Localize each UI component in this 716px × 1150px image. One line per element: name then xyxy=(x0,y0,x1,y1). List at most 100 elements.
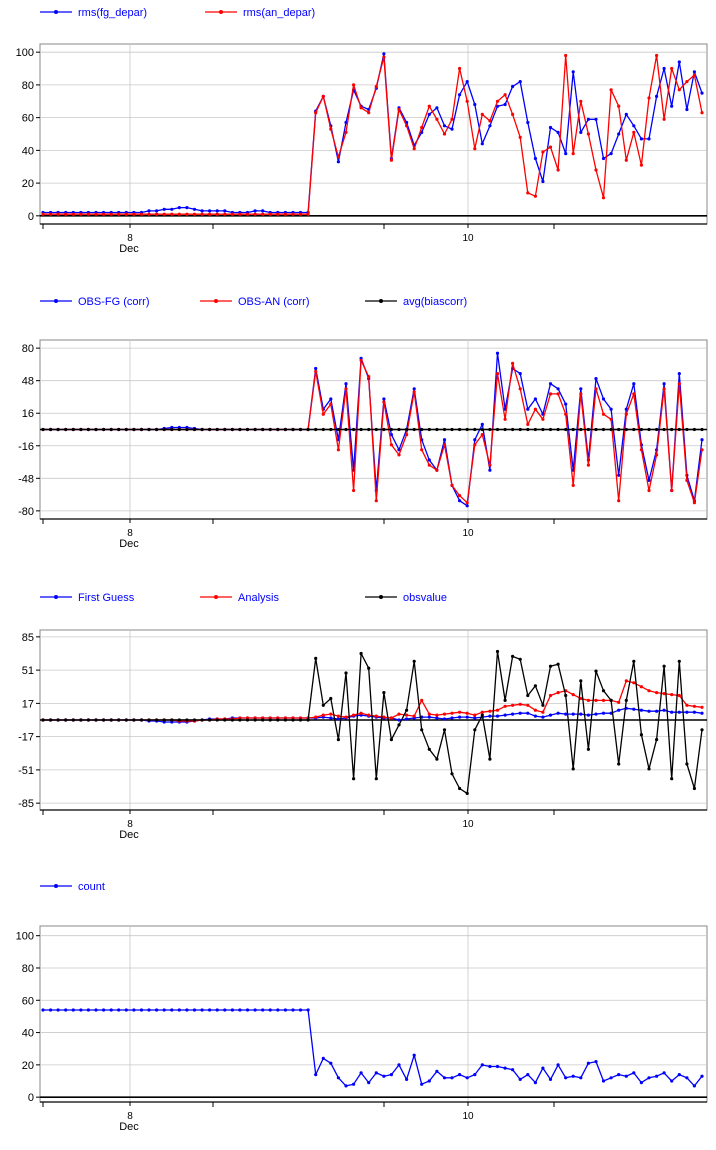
data-point xyxy=(352,713,356,717)
data-point xyxy=(685,703,689,707)
x-tick-label: 8 xyxy=(127,1111,133,1122)
x-tick-label: 10 xyxy=(462,233,474,244)
data-point xyxy=(124,212,128,216)
data-point xyxy=(480,112,484,116)
data-point xyxy=(49,212,53,216)
data-point xyxy=(518,657,522,661)
data-point xyxy=(594,698,598,702)
data-point xyxy=(632,681,636,685)
data-point xyxy=(41,718,45,722)
data-point xyxy=(488,709,492,713)
data-point xyxy=(412,659,416,663)
data-point xyxy=(586,747,591,751)
data-point xyxy=(510,1068,515,1072)
data-point xyxy=(495,649,500,654)
legend-label: Analysis xyxy=(238,592,279,604)
data-point xyxy=(109,212,113,216)
data-point xyxy=(56,718,60,722)
data-point xyxy=(321,1056,325,1060)
data-point xyxy=(367,111,371,115)
data-point xyxy=(321,94,325,98)
data-point xyxy=(420,427,424,432)
data-point xyxy=(548,392,553,396)
data-point xyxy=(639,448,644,452)
data-point xyxy=(503,1066,507,1070)
data-point xyxy=(533,194,538,198)
data-point xyxy=(314,715,318,719)
data-point xyxy=(564,402,568,406)
data-point xyxy=(427,458,431,462)
data-point xyxy=(291,1008,295,1012)
data-point xyxy=(700,91,704,95)
data-point xyxy=(268,212,272,216)
data-point xyxy=(450,427,454,432)
data-point xyxy=(465,99,469,103)
data-point xyxy=(306,212,310,216)
data-point xyxy=(533,156,538,161)
data-point xyxy=(374,777,378,781)
data-point xyxy=(579,99,583,103)
data-point xyxy=(367,713,371,717)
legend-swatch-marker xyxy=(54,595,58,599)
data-point xyxy=(541,427,545,432)
data-point xyxy=(632,1071,636,1075)
data-point xyxy=(352,777,356,781)
data-point xyxy=(359,1071,363,1075)
data-point xyxy=(548,145,553,149)
data-point xyxy=(412,1053,416,1057)
legend-item: count xyxy=(40,881,105,893)
data-point xyxy=(594,387,598,391)
data-point xyxy=(208,427,212,432)
data-point xyxy=(564,693,568,698)
data-point xyxy=(79,427,83,432)
data-point xyxy=(276,427,280,432)
data-point xyxy=(200,718,204,722)
data-point xyxy=(518,387,522,391)
data-point xyxy=(458,93,462,97)
data-point xyxy=(442,717,447,721)
data-point xyxy=(632,124,636,128)
data-point xyxy=(230,427,234,432)
x-tick-sublabel: Dec xyxy=(119,243,139,255)
data-point xyxy=(352,83,356,87)
data-point xyxy=(71,212,75,216)
data-point xyxy=(344,387,348,391)
data-point xyxy=(655,453,659,457)
data-point xyxy=(480,713,484,717)
chart-3: First Guess Analysis obsvalue -85 -51 -17 17 51… xyxy=(18,592,708,841)
data-point xyxy=(692,704,697,708)
data-point xyxy=(162,427,166,432)
data-point xyxy=(200,427,204,432)
data-point xyxy=(132,718,136,722)
y-tick-label: -51 xyxy=(18,765,34,777)
data-point xyxy=(102,427,106,432)
data-point xyxy=(670,1079,674,1083)
data-point xyxy=(617,427,621,432)
y-tick-label: 20 xyxy=(22,178,34,190)
data-point xyxy=(329,696,333,701)
data-point xyxy=(503,698,507,702)
data-point xyxy=(586,132,591,136)
data-point xyxy=(359,358,363,362)
data-point xyxy=(389,716,393,720)
data-point xyxy=(450,127,454,131)
data-point xyxy=(647,137,651,141)
data-point xyxy=(465,791,469,795)
data-point xyxy=(412,427,416,432)
data-point xyxy=(389,427,393,432)
data-point xyxy=(359,711,363,715)
data-point xyxy=(223,1008,227,1012)
legend-item: rms(fg_depar) xyxy=(40,7,147,19)
data-point xyxy=(541,703,545,707)
data-point xyxy=(594,117,598,121)
data-point xyxy=(253,1008,257,1012)
data-point xyxy=(261,718,265,722)
data-point xyxy=(495,1064,500,1069)
data-point xyxy=(139,718,144,722)
x-tick-label: 10 xyxy=(462,819,474,830)
data-point xyxy=(442,438,447,442)
data-point xyxy=(230,1008,234,1012)
data-point xyxy=(624,698,628,702)
data-point xyxy=(102,1008,106,1012)
data-point xyxy=(245,427,250,432)
